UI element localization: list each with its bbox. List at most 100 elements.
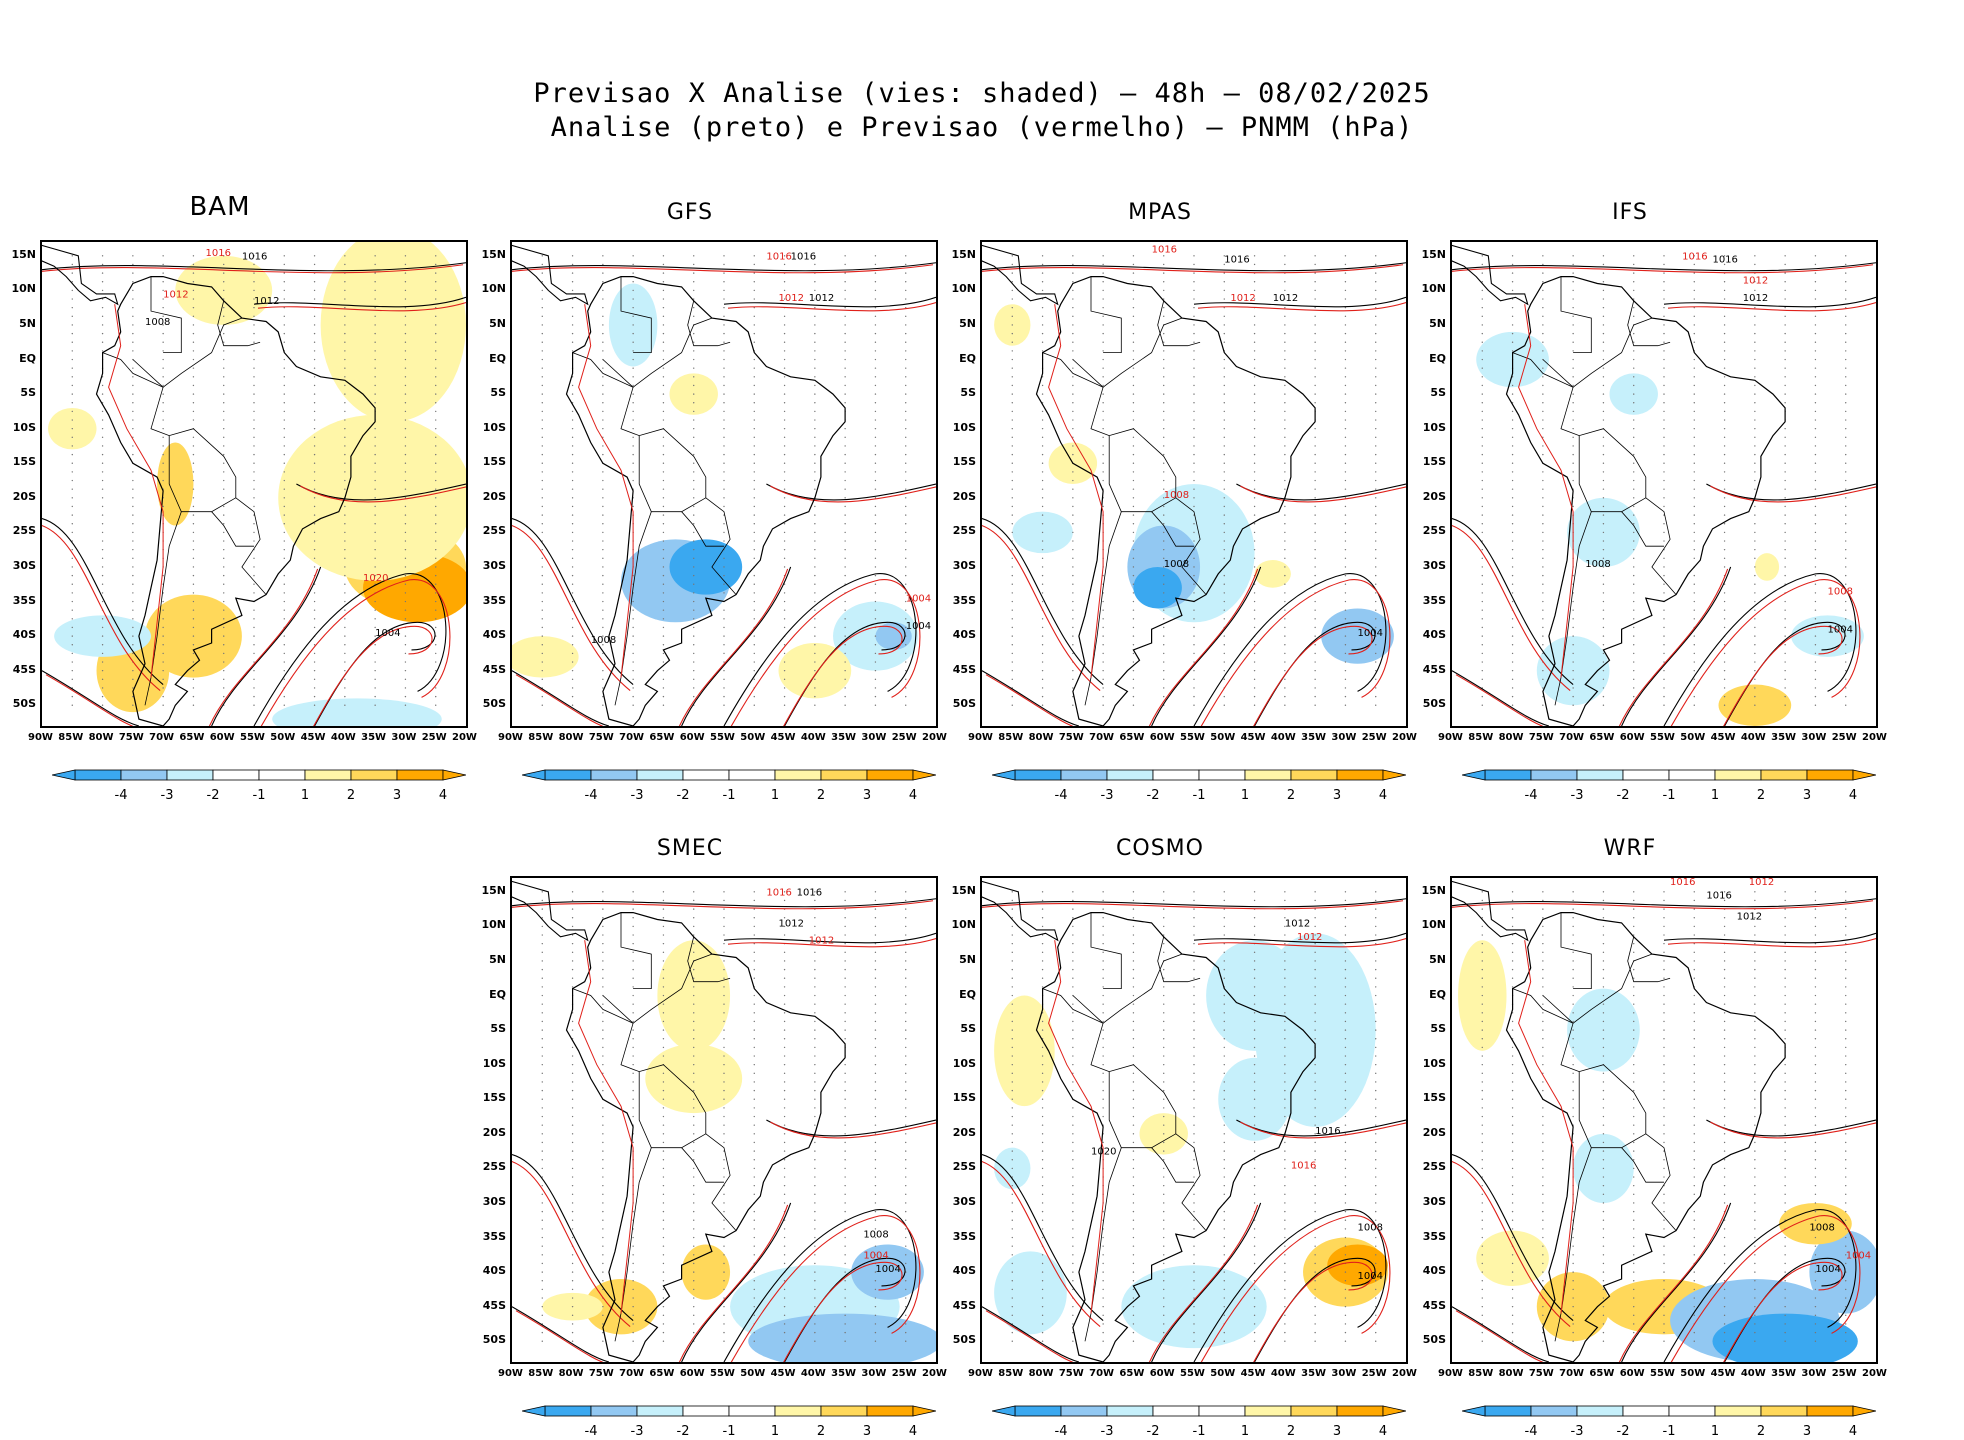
contour-label: 1004	[375, 628, 400, 639]
colorbar-label: -2	[1141, 1424, 1165, 1439]
lon-label: 45W	[1241, 1368, 1266, 1379]
lon-label: 55W	[710, 732, 735, 743]
colorbar-label: -3	[1565, 788, 1589, 803]
lon-label: 25W	[1832, 1368, 1857, 1379]
colorbar-right-arrow	[443, 770, 466, 780]
lon-label: 40W	[331, 732, 356, 743]
lat-label: 30S	[470, 559, 506, 572]
colorbar-right-arrow	[1383, 1406, 1406, 1416]
lon-label: 70W	[619, 1368, 644, 1379]
lat-label: 30S	[940, 559, 976, 572]
colorbar-right-arrow	[913, 1406, 936, 1416]
lon-label: 60W	[1150, 732, 1175, 743]
lon-label: 65W	[649, 732, 674, 743]
lon-label: 30W	[1801, 1368, 1826, 1379]
colorbar-label: -2	[671, 1424, 695, 1439]
lon-label: 75W	[1059, 1368, 1084, 1379]
lat-label: 10S	[940, 421, 976, 434]
colorbar-label: -4	[1519, 788, 1543, 803]
contour-label: 1012	[1743, 275, 1768, 286]
lat-label: 50S	[940, 1333, 976, 1346]
contour-label: 1008	[863, 1230, 888, 1241]
contour-label: 1012	[779, 918, 804, 929]
lon-label: 90W	[498, 1368, 523, 1379]
lon-label: 80W	[1029, 732, 1054, 743]
lat-label: 30S	[1410, 559, 1446, 572]
colorbar-label: -4	[1049, 788, 1073, 803]
lat-label: 20S	[1410, 1126, 1446, 1139]
colorbar-segment	[683, 770, 729, 780]
bias-shading	[1755, 553, 1779, 581]
colorbar-left-arrow	[992, 770, 1015, 780]
colorbar-segment	[1015, 770, 1061, 780]
lat-label: 20S	[1410, 490, 1446, 503]
lon-label: 85W	[998, 1368, 1023, 1379]
lat-label: 5N	[940, 953, 976, 966]
contour-label: 1016	[1224, 255, 1249, 266]
colorbar-label: -4	[1049, 1424, 1073, 1439]
colorbar-segment	[637, 1406, 683, 1416]
lat-label: 50S	[470, 1333, 506, 1346]
colorbar-segment	[637, 770, 683, 780]
lon-label: 75W	[1059, 732, 1084, 743]
lat-label: 45S	[940, 1299, 976, 1312]
andes-contour	[1049, 304, 1104, 677]
contour-label: 1012	[1297, 932, 1322, 943]
bias-shading	[994, 996, 1055, 1107]
colorbar-segment	[1577, 1406, 1623, 1416]
lat-label: 20S	[940, 1126, 976, 1139]
bias-shading	[512, 636, 579, 677]
contour-label: 1016	[1315, 1126, 1340, 1137]
lat-label: 40S	[0, 628, 36, 641]
lon-label: 90W	[968, 732, 993, 743]
lon-label: 85W	[58, 732, 83, 743]
lat-label: 15N	[940, 248, 976, 261]
colorbar-segment	[867, 770, 913, 780]
central-america-coastline	[512, 242, 588, 304]
colorbar-segment	[1337, 1406, 1383, 1416]
colorbar-segment	[1531, 770, 1577, 780]
colorbar-segment	[121, 770, 167, 780]
colorbar-label: -3	[625, 1424, 649, 1439]
contour-label: 1008	[1828, 587, 1853, 598]
lat-label: 35S	[1410, 594, 1446, 607]
lon-label: 60W	[1620, 1368, 1645, 1379]
lat-label: 10S	[470, 1057, 506, 1070]
lon-label: 65W	[1589, 1368, 1614, 1379]
colorbar-segment	[1245, 770, 1291, 780]
colorbar-segment	[1807, 770, 1853, 780]
lat-label: 35S	[940, 1230, 976, 1243]
lon-label: 20W	[1862, 1368, 1887, 1379]
central-america-coastline	[512, 878, 588, 940]
lon-label: 80W	[559, 732, 584, 743]
lat-label: 5N	[470, 317, 506, 330]
colorbar-segment	[1337, 770, 1383, 780]
lat-label: 25S	[1410, 524, 1446, 537]
contour-label: 1020	[1091, 1147, 1116, 1158]
colorbar-segment	[545, 770, 591, 780]
lat-label: 5N	[940, 317, 976, 330]
colorbar-segment	[1485, 770, 1531, 780]
lon-label: 75W	[589, 732, 614, 743]
contour-label: 1004	[1846, 1250, 1871, 1261]
lat-label: 15S	[1410, 1091, 1446, 1104]
colorbar-segment	[259, 770, 305, 780]
lon-label: 65W	[649, 1368, 674, 1379]
lon-label: 40W	[1271, 732, 1296, 743]
lat-label: 40S	[940, 628, 976, 641]
colorbar-label: -3	[1565, 1424, 1589, 1439]
lat-label: 10N	[1410, 282, 1446, 295]
colorbar-label: 3	[1325, 1424, 1349, 1439]
colorbar-label: -4	[109, 788, 133, 803]
